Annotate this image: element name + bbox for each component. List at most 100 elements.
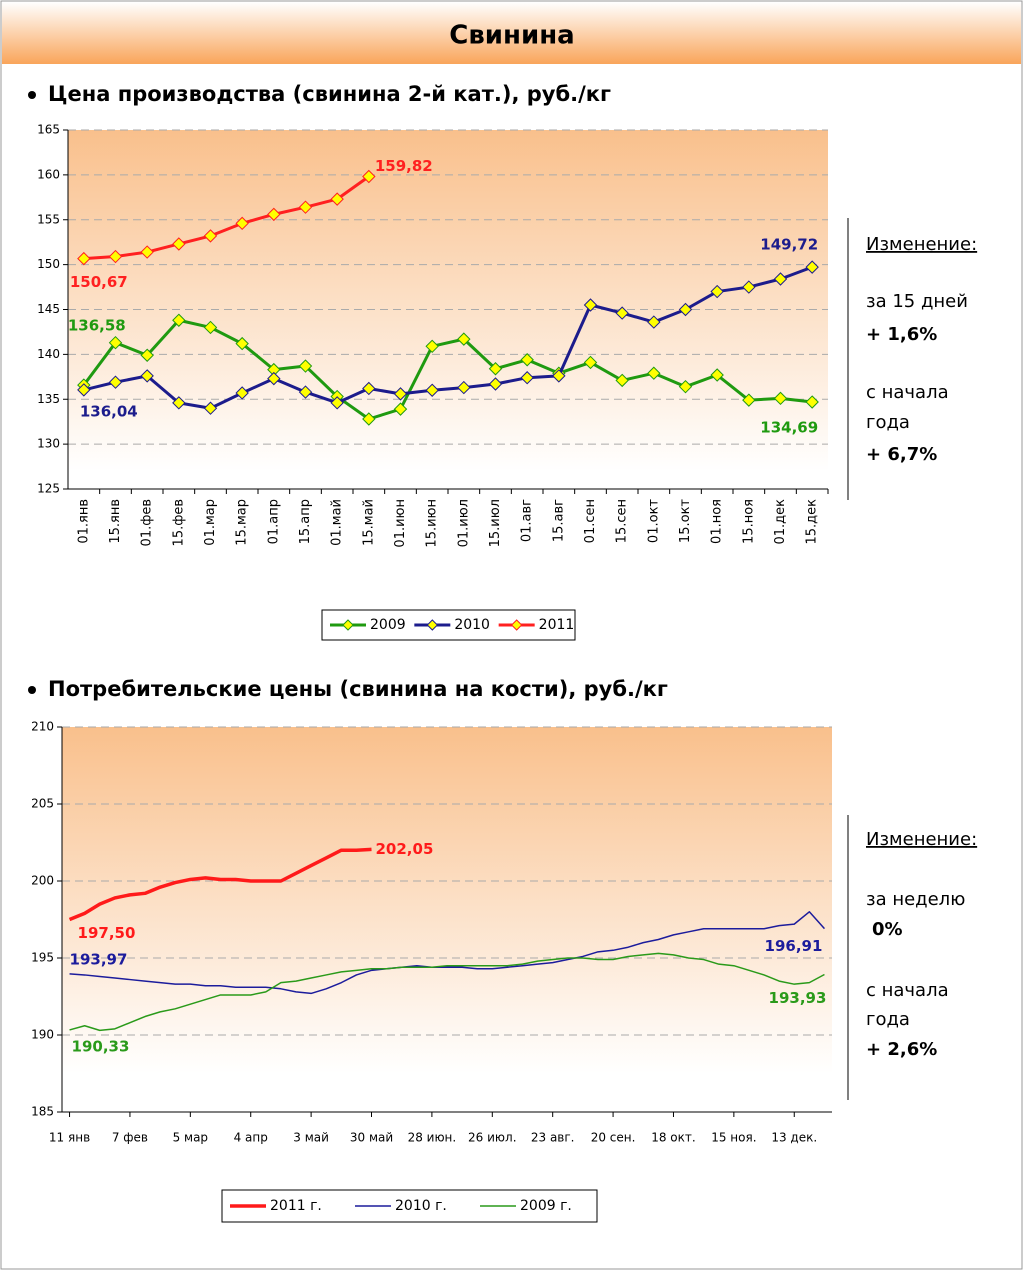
x-tick-label: 15.дек bbox=[805, 499, 820, 545]
legend-marker bbox=[426, 619, 439, 631]
x-tick-label: 15.апр bbox=[298, 499, 313, 544]
x-tick-label: 15 ноя. bbox=[711, 1131, 756, 1145]
chart-title: Потребительские цены (свинина на кости),… bbox=[48, 677, 668, 701]
point-marker bbox=[742, 393, 756, 407]
point-marker bbox=[77, 383, 91, 397]
data-label: 190,33 bbox=[72, 1037, 130, 1055]
point-marker bbox=[805, 395, 819, 409]
side-note: с начала bbox=[866, 382, 949, 403]
point-marker bbox=[647, 315, 661, 329]
point-marker bbox=[583, 355, 598, 370]
point-marker bbox=[362, 169, 376, 184]
data-label: 136,04 bbox=[80, 402, 138, 420]
point-marker bbox=[108, 335, 123, 350]
point-marker bbox=[203, 229, 218, 243]
point-marker bbox=[710, 284, 724, 299]
x-tick-label: 18 окт. bbox=[651, 1131, 695, 1145]
x-tick-label: 01.окт bbox=[646, 499, 661, 543]
point-marker bbox=[552, 369, 566, 383]
point-marker bbox=[710, 368, 724, 382]
x-tick-label: 01.сен bbox=[583, 499, 598, 543]
side-note: + 2,6% bbox=[866, 1039, 937, 1060]
point-marker bbox=[488, 362, 503, 376]
data-label: 196,91 bbox=[765, 937, 823, 955]
point-marker bbox=[615, 373, 629, 388]
x-tick-label: 11 янв bbox=[49, 1131, 90, 1145]
point-marker bbox=[108, 375, 123, 389]
data-label: 136,58 bbox=[68, 317, 126, 335]
series-line bbox=[69, 911, 826, 995]
side-note: года bbox=[866, 1009, 910, 1030]
header-band bbox=[2, 2, 1021, 64]
series-line bbox=[68, 847, 372, 922]
legend-marker bbox=[342, 619, 354, 631]
x-tick-label: 20 сен. bbox=[591, 1131, 636, 1145]
point-marker bbox=[140, 369, 154, 383]
point-marker bbox=[773, 391, 788, 406]
plot-area bbox=[62, 727, 832, 1112]
x-tick-label: 4 апр bbox=[234, 1131, 268, 1145]
x-tick-label: 01.апр bbox=[266, 499, 281, 544]
side-note: + 6,7% bbox=[866, 444, 937, 465]
point-marker bbox=[393, 387, 408, 401]
y-tick-label: 130 bbox=[37, 437, 60, 451]
y-tick-label: 160 bbox=[37, 167, 60, 181]
point-marker bbox=[298, 359, 313, 373]
point-marker bbox=[647, 366, 661, 380]
bullet bbox=[28, 91, 36, 99]
x-tick-label: 15.мар bbox=[235, 499, 250, 546]
legend-label: 2010 г. bbox=[395, 1198, 447, 1214]
bullet bbox=[28, 686, 36, 694]
point-marker bbox=[520, 353, 534, 367]
side-note: года bbox=[866, 412, 910, 433]
point-marker bbox=[235, 386, 249, 400]
x-tick-label: 01.дек bbox=[773, 499, 788, 545]
point-marker bbox=[362, 381, 376, 396]
x-tick-label: 01.янв bbox=[76, 499, 91, 544]
point-marker bbox=[172, 313, 186, 327]
point-marker bbox=[235, 336, 249, 351]
data-label: 159,82 bbox=[375, 157, 433, 175]
y-tick-label: 185 bbox=[31, 1105, 54, 1119]
point-marker bbox=[172, 237, 186, 251]
point-marker bbox=[583, 298, 598, 312]
side-note: с начала bbox=[866, 980, 949, 1001]
x-tick-label: 01.авг bbox=[520, 499, 535, 542]
series-line bbox=[69, 952, 825, 1032]
x-tick-label: 5 мар bbox=[173, 1131, 208, 1145]
point-marker bbox=[108, 249, 123, 264]
data-label: 134,69 bbox=[760, 419, 818, 437]
x-tick-label: 01.мар bbox=[203, 499, 218, 546]
x-tick-label: 01.май bbox=[330, 499, 345, 546]
point-marker bbox=[520, 371, 534, 385]
y-tick-label: 150 bbox=[37, 257, 60, 271]
side-note: за 15 дней bbox=[866, 291, 968, 312]
point-marker bbox=[805, 260, 819, 274]
point-marker bbox=[773, 272, 788, 286]
point-marker bbox=[140, 245, 154, 259]
y-tick-label: 195 bbox=[31, 951, 54, 965]
y-tick-label: 145 bbox=[37, 302, 60, 316]
y-tick-label: 125 bbox=[37, 482, 60, 496]
y-tick-label: 140 bbox=[37, 347, 60, 361]
x-tick-label: 26 июл. bbox=[468, 1131, 516, 1145]
x-tick-label: 13 дек. bbox=[771, 1131, 817, 1145]
point-marker bbox=[330, 192, 344, 206]
x-tick-label: 28 июн. bbox=[408, 1131, 457, 1145]
y-tick-label: 165 bbox=[37, 123, 60, 137]
point-marker bbox=[267, 371, 281, 386]
x-tick-label: 15.июл bbox=[488, 499, 503, 547]
x-tick-label: 01.июл bbox=[456, 499, 471, 547]
x-tick-label: 15.сен bbox=[615, 499, 630, 543]
x-tick-label: 30 май bbox=[350, 1131, 393, 1145]
side-note: 0% bbox=[872, 919, 903, 940]
legend-label: 2011 г. bbox=[270, 1198, 322, 1214]
y-tick-label: 155 bbox=[37, 212, 60, 226]
x-tick-label: 15.янв bbox=[108, 499, 123, 544]
data-label: 202,05 bbox=[376, 840, 434, 858]
x-tick-label: 15.июн bbox=[425, 499, 440, 548]
point-marker bbox=[298, 385, 313, 399]
data-label: 193,93 bbox=[769, 989, 827, 1007]
x-tick-label: 15.май bbox=[361, 499, 376, 546]
